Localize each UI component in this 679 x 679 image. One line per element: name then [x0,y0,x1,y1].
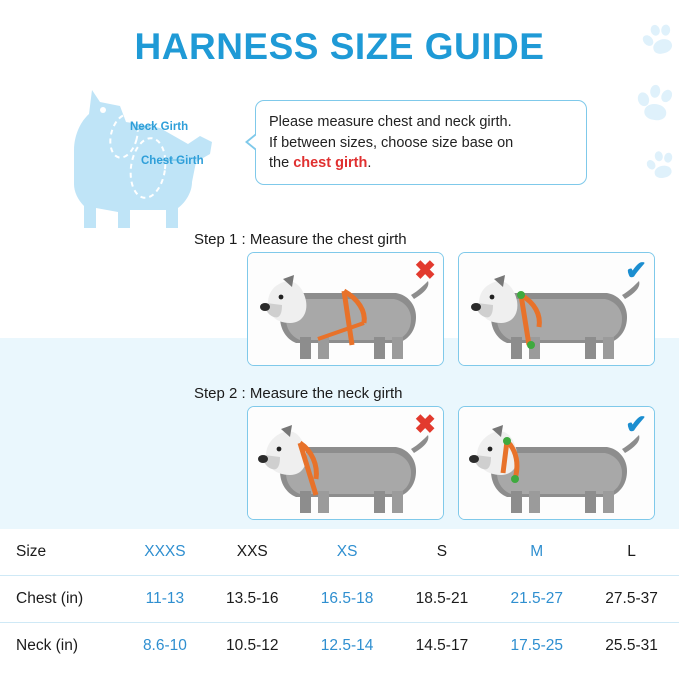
neck-cell-xxs: 10.5-12 [225,637,279,654]
dog-silhouette-diagram [62,88,242,238]
dog-photo-wrong-neck [248,407,443,519]
step-1-right-mark: ✔ [625,255,647,285]
size-cell-m: M [530,543,544,560]
step-2-wrong-photo: ✖ [247,406,444,520]
chest-cell-m: 21.5-27 [510,590,564,607]
size-cell-xxs: XXS [236,543,268,560]
step-1-wrong-mark: ✖ [414,255,436,285]
step-2-right-photo: ✔ [458,406,655,520]
instruction-callout: Please measure chest and neck girth. If … [245,100,587,185]
girth-guides [109,113,182,199]
callout-line-3-prefix: the [269,155,294,172]
dog-silhouette-icon [74,90,212,228]
step-2-photos: ✖ ✔ [247,406,655,520]
step-1-right-photo: ✔ [458,252,655,366]
step-2-label: Step 2 : Measure the neck girth [194,385,403,402]
callout-line-1: Please measure chest and neck girth. [269,114,512,130]
dog-photo-wrong-chest [248,253,443,365]
size-cell-xxxs: XXXS [144,543,186,560]
size-table-grid: Size XXXS XXS XS S M L Chest (in) 11-13 … [0,529,679,669]
neck-cell-xs: 12.5-14 [320,637,374,654]
row-label-chest: Chest (in) [16,590,84,607]
step-2-right-mark: ✔ [625,409,647,439]
size-cell-s: S [436,543,448,560]
callout-line-2: If between sizes, choose size base on [269,134,514,151]
chest-cell-l: 27.5-37 [605,590,658,607]
page-title: HARNESS SIZE GUIDE [134,26,545,67]
chest-cell-xxs: 13.5-16 [225,590,279,607]
step-1-label: Step 1 : Measure the chest girth [194,231,407,248]
chest-cell-xxxs: 11-13 [145,590,185,607]
step-2-wrong-mark: ✖ [414,409,436,439]
callout-highlight: chest girth [293,155,368,172]
table-row-size: Size XXXS XXS XS S M L [0,529,679,576]
step-1-wrong-photo: ✖ [247,252,444,366]
paw-icon [644,146,679,181]
chest-girth-label: Chest Girth [141,155,204,167]
paw-icon [633,77,678,122]
size-cell-xs: XS [336,543,358,560]
table-row-chest: Chest (in) 11-13 13.5-16 16.5-18 18.5-21… [0,576,679,623]
table-row-neck: Neck (in) 8.6-10 10.5-12 12.5-14 14.5-17… [0,623,679,670]
neck-girth-label: Neck Girth [130,121,189,133]
neck-cell-xxxs: 8.6-10 [142,637,187,654]
callout-line-3-suffix: . [367,155,372,172]
neck-cell-m: 17.5-25 [510,637,564,654]
step-1-photos: ✖ ✔ [247,252,655,366]
dog-photo-right-chest [459,253,654,365]
chest-cell-s: 18.5-21 [415,590,469,607]
row-label-neck: Neck (in) [16,637,79,654]
neck-cell-l: 25.5-31 [605,637,658,654]
row-label-size: Size [16,543,47,560]
dog-photo-right-neck [459,407,654,519]
size-cell-l: L [627,543,636,560]
chest-cell-xs: 16.5-18 [320,590,374,607]
size-table: Size XXXS XXS XS S M L Chest (in) 11-13 … [0,529,679,679]
neck-cell-s: 14.5-17 [415,637,469,654]
callout-line-3: the chest girth. [269,153,573,174]
